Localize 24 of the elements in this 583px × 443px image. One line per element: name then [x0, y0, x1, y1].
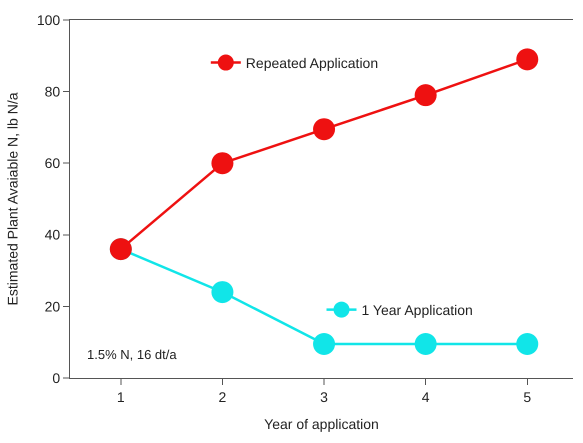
- x-tick-label: 3: [320, 388, 328, 405]
- x-tick-label: 5: [523, 388, 532, 405]
- point: [313, 332, 336, 355]
- x-tick-label: 4: [422, 388, 430, 405]
- legend-label: 1 Year Application: [362, 302, 473, 318]
- y-tick-label: 100: [36, 12, 60, 28]
- point: [211, 281, 234, 304]
- point: [414, 332, 437, 355]
- legend-label: Repeated Application: [246, 55, 378, 72]
- y-tick-label: 60: [44, 155, 60, 172]
- point: [516, 48, 538, 70]
- point: [313, 118, 336, 140]
- point: [516, 332, 538, 355]
- y-tick-label: 20: [44, 298, 60, 314]
- x-axis-title: Year of application: [264, 416, 379, 432]
- annotation: 1.5% N, 16 dt/a: [87, 347, 178, 362]
- x-tick-label: 2: [218, 388, 227, 405]
- y-tick-label: 0: [52, 370, 60, 386]
- point: [414, 84, 437, 106]
- x-tick-label: 1: [116, 388, 125, 405]
- y-tick-label: 40: [44, 226, 60, 243]
- y-tick-label: 80: [44, 84, 60, 100]
- y-axis-title: Estimated Plant Avaiable N, lb N/a: [4, 92, 20, 306]
- point: [211, 152, 234, 174]
